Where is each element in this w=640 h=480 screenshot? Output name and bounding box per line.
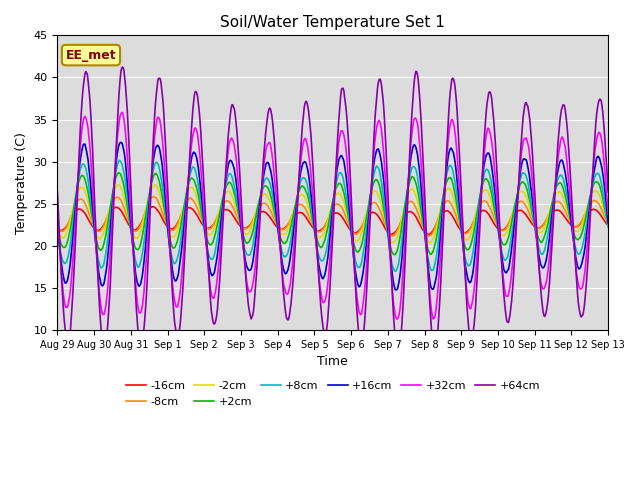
+16cm — [117, 140, 125, 145]
+2cm — [206, 242, 214, 248]
+2cm — [115, 170, 122, 176]
-16cm — [417, 223, 424, 228]
+2cm — [417, 208, 425, 214]
-2cm — [417, 211, 424, 217]
-2cm — [63, 228, 71, 234]
-2cm — [401, 204, 408, 210]
+2cm — [121, 188, 129, 193]
+8cm — [177, 237, 184, 243]
-8cm — [401, 206, 409, 212]
-16cm — [120, 213, 128, 219]
-8cm — [54, 224, 61, 230]
+8cm — [604, 224, 612, 230]
+64cm — [121, 76, 129, 82]
+32cm — [54, 210, 61, 216]
+16cm — [401, 216, 409, 222]
-16cm — [148, 204, 156, 210]
+64cm — [417, 120, 425, 126]
+64cm — [394, 353, 402, 359]
+64cm — [63, 339, 71, 345]
-2cm — [426, 240, 433, 246]
+8cm — [417, 201, 425, 207]
+64cm — [401, 255, 409, 261]
+64cm — [177, 315, 184, 321]
+16cm — [63, 278, 71, 284]
+2cm — [63, 239, 71, 245]
Y-axis label: Temperature (C): Temperature (C) — [15, 132, 28, 234]
+32cm — [121, 123, 129, 129]
-2cm — [206, 232, 214, 238]
Line: +2cm: +2cm — [58, 173, 608, 255]
+16cm — [206, 266, 214, 272]
-16cm — [424, 231, 432, 237]
-16cm — [604, 223, 612, 228]
+32cm — [429, 316, 437, 322]
+8cm — [401, 209, 409, 215]
-8cm — [63, 223, 71, 228]
+2cm — [401, 201, 409, 207]
+64cm — [604, 189, 612, 195]
Line: +32cm: +32cm — [58, 112, 608, 319]
-16cm — [177, 215, 184, 220]
+64cm — [118, 64, 126, 70]
+32cm — [604, 212, 612, 217]
Legend: -16cm, -8cm, -2cm, +2cm, +8cm, +16cm, +32cm, +64cm: -16cm, -8cm, -2cm, +2cm, +8cm, +16cm, +3… — [121, 377, 545, 411]
-16cm — [401, 214, 408, 219]
-8cm — [150, 194, 157, 200]
-8cm — [388, 233, 396, 239]
+32cm — [401, 247, 408, 252]
+8cm — [54, 228, 61, 234]
-16cm — [54, 226, 61, 232]
Line: +16cm: +16cm — [58, 143, 608, 290]
Line: -2cm: -2cm — [58, 185, 608, 243]
+32cm — [206, 281, 214, 287]
Title: Soil/Water Temperature Set 1: Soil/Water Temperature Set 1 — [220, 15, 445, 30]
+2cm — [604, 223, 612, 228]
+8cm — [116, 157, 124, 163]
Line: -16cm: -16cm — [58, 207, 608, 234]
-8cm — [417, 219, 425, 225]
-2cm — [177, 215, 184, 221]
Text: EE_met: EE_met — [66, 48, 116, 61]
+64cm — [54, 189, 61, 195]
+2cm — [54, 226, 61, 231]
+32cm — [118, 109, 126, 115]
-8cm — [177, 213, 184, 218]
+32cm — [177, 284, 184, 290]
-8cm — [120, 205, 128, 211]
-2cm — [114, 182, 122, 188]
+16cm — [604, 220, 612, 226]
+16cm — [392, 287, 400, 293]
+8cm — [206, 254, 214, 260]
+16cm — [121, 154, 129, 159]
-16cm — [206, 225, 214, 231]
+32cm — [417, 152, 424, 158]
Line: +8cm: +8cm — [58, 160, 608, 271]
+64cm — [206, 287, 214, 293]
+16cm — [54, 222, 61, 228]
+2cm — [390, 252, 398, 258]
+8cm — [63, 256, 71, 262]
-16cm — [63, 222, 71, 228]
-8cm — [604, 221, 612, 227]
Line: -8cm: -8cm — [58, 197, 608, 236]
-2cm — [604, 221, 612, 227]
+8cm — [121, 175, 129, 181]
-2cm — [54, 225, 61, 230]
+8cm — [391, 268, 399, 274]
-2cm — [121, 198, 129, 204]
+16cm — [417, 186, 425, 192]
+2cm — [177, 223, 184, 228]
X-axis label: Time: Time — [317, 355, 348, 368]
+16cm — [177, 254, 184, 260]
Line: +64cm: +64cm — [58, 67, 608, 356]
-8cm — [206, 226, 214, 232]
+32cm — [63, 304, 71, 310]
